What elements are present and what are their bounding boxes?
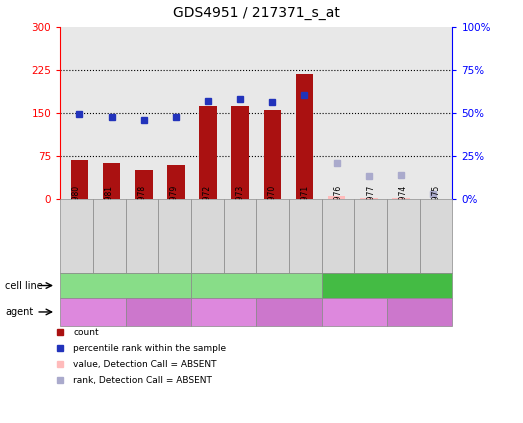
Text: count: count [73,327,99,337]
Text: lysophosphatidic
acid: lysophosphatidic acid [191,302,256,321]
Text: GDS4951 / 217371_s_at: GDS4951 / 217371_s_at [173,5,340,20]
Text: cell line: cell line [5,280,43,291]
Bar [167,165,185,199]
Text: breast cancer MDA-MB-231: breast cancer MDA-MB-231 [195,281,317,290]
Text: GSM1357974: GSM1357974 [399,184,408,236]
Bar [264,110,281,199]
Bar [199,106,217,199]
Bar [71,160,88,199]
Text: GSM1357981: GSM1357981 [105,185,113,236]
Bar [295,74,313,199]
Text: GSM1357976: GSM1357976 [334,184,343,236]
Text: value, Detection Call = ABSENT: value, Detection Call = ABSENT [73,360,217,369]
Text: GSM1357971: GSM1357971 [301,185,310,236]
Bar [328,196,346,199]
Text: rank, Detection Call = ABSENT: rank, Detection Call = ABSENT [73,376,212,385]
Text: lysophosphatidic
acid: lysophosphatidic acid [322,302,387,321]
Text: breast cancer MCF7: breast cancer MCF7 [342,281,432,290]
Text: lysophosphatidic
acid: lysophosphatidic acid [60,302,126,321]
Bar [103,163,120,199]
Text: GSM1357978: GSM1357978 [138,185,146,236]
Text: control: control [406,308,433,316]
Bar [360,198,378,199]
Text: agent: agent [5,307,33,317]
Bar [392,198,410,199]
Text: percentile rank within the sample: percentile rank within the sample [73,343,226,353]
Text: GSM1357977: GSM1357977 [366,184,375,236]
Text: GSM1357980: GSM1357980 [72,185,81,236]
Text: prostate cancer PC3: prostate cancer PC3 [80,281,171,290]
Text: GSM1357975: GSM1357975 [431,184,440,236]
Bar [135,170,153,199]
Text: control: control [145,308,172,316]
Bar [231,106,249,199]
Text: GSM1357979: GSM1357979 [170,184,179,236]
Text: control: control [276,308,302,316]
Text: GSM1357973: GSM1357973 [235,184,244,236]
Text: GSM1357972: GSM1357972 [203,185,212,236]
Text: GSM1357970: GSM1357970 [268,184,277,236]
